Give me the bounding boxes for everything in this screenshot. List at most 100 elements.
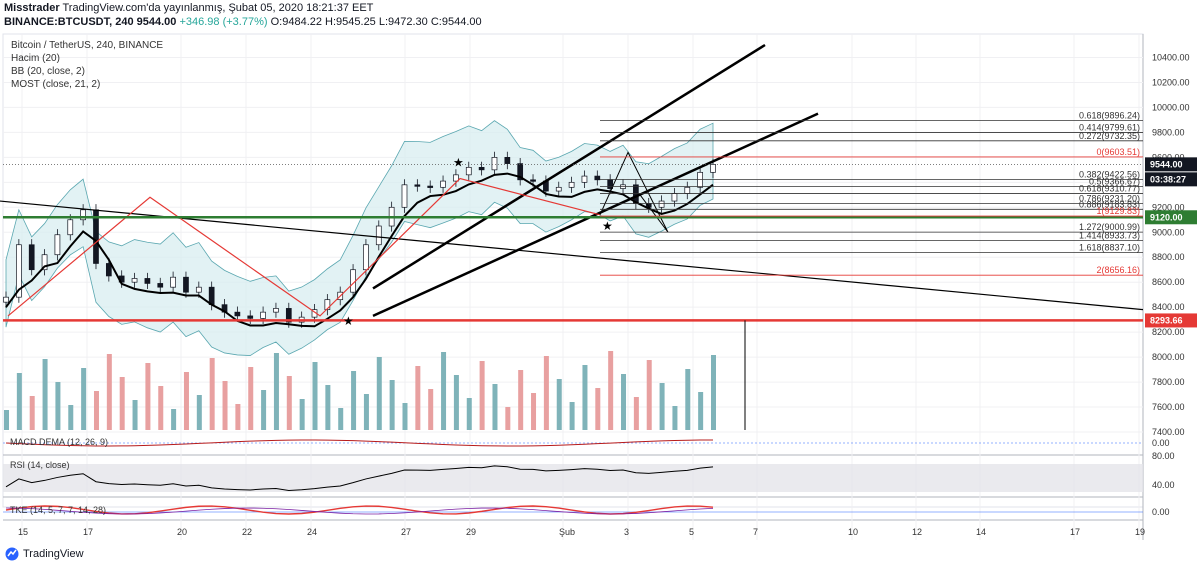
- price-marker-label: 8293.66: [1150, 315, 1183, 325]
- time-tick-label: 20: [177, 527, 187, 537]
- candle-body: [375, 225, 382, 246]
- price-tick-label: 10000.00: [1152, 102, 1190, 112]
- volume-bar: [171, 409, 177, 430]
- fib-level-label: 1.414(8933.73): [1079, 231, 1140, 241]
- candle-body: [195, 286, 202, 293]
- volume-bar: [428, 389, 434, 430]
- volume-bar: [376, 357, 382, 430]
- volume-bar: [466, 398, 472, 430]
- candle-body: [3, 296, 9, 303]
- price-tick-label: 9000.00: [1152, 227, 1185, 237]
- candle-body: [671, 193, 678, 202]
- tke-tick-label: 0.00: [1152, 507, 1170, 517]
- publish-info: TradingView.com'da yayınlanmış, Şubat 05…: [62, 2, 374, 14]
- ohlc-values: O:9484.22 H:9545.25 L:9472.30 C:9544.00: [270, 16, 482, 28]
- fib-level-label: 1.618(8837.10): [1079, 243, 1140, 253]
- candle-body: [67, 219, 74, 236]
- price-marker-bg: [1145, 210, 1197, 225]
- time-tick-label: 24: [307, 527, 317, 537]
- candle-body: [504, 157, 511, 164]
- macd-line: [5, 439, 714, 447]
- candle-body: [491, 157, 498, 171]
- volume-bar: [621, 374, 627, 430]
- time-tick-label: 17: [83, 527, 93, 537]
- time-tick-label: 19: [1135, 527, 1145, 537]
- time-tick-label: Şub: [559, 527, 575, 537]
- volume-bar: [595, 388, 601, 430]
- volume-bar: [93, 391, 99, 430]
- candle-body: [260, 311, 266, 319]
- volume-bar: [672, 406, 678, 430]
- candle-body: [568, 181, 575, 188]
- price-marker-bg: [1145, 313, 1197, 328]
- candle-body: [183, 276, 189, 293]
- tradingview-logo[interactable]: TradingView: [5, 547, 84, 561]
- legend-most: MOST (close, 21, 2): [11, 79, 101, 90]
- price-tick-label: 9800.00: [1152, 127, 1185, 137]
- volume-bar: [569, 402, 575, 430]
- macd-label: MACD DEMA (12, 26, 9): [10, 437, 109, 447]
- volume-bar: [492, 384, 498, 430]
- volume-bar: [132, 400, 138, 430]
- volume-bar: [325, 385, 331, 430]
- volume-bar: [479, 361, 485, 430]
- price-tick-label: 8200.00: [1152, 327, 1185, 337]
- volume-bar: [543, 356, 549, 430]
- candle-body: [453, 174, 459, 182]
- fib-level-label: 1(9129.83): [1096, 206, 1140, 216]
- rsi-tick-label: 40.00: [1152, 480, 1175, 490]
- volume-bar: [698, 392, 704, 430]
- fib-level-label: 2(8656.16): [1096, 265, 1140, 275]
- volume-bar: [183, 372, 189, 430]
- candle-body: [710, 163, 716, 173]
- candle-body: [363, 244, 369, 271]
- volume-bar: [518, 370, 524, 430]
- volume-bar: [196, 395, 202, 430]
- candle-body: [581, 175, 588, 183]
- price-tick-label: 7400.00: [1152, 427, 1185, 437]
- volume-bar: [4, 410, 9, 430]
- time-tick-label: 3: [624, 527, 629, 537]
- fib-level-label: 0.382(9422.56): [1079, 170, 1140, 180]
- time-tick-label: 5: [689, 527, 694, 537]
- candle-body: [440, 180, 446, 188]
- volume-bar: [106, 354, 112, 430]
- price-marker-label: 9120.00: [1150, 212, 1183, 222]
- price-marker-label: 9544.00: [1150, 159, 1183, 169]
- fib-level-label: 0.5(9366.67): [1089, 176, 1140, 186]
- time-tick-label: 27: [401, 527, 411, 537]
- candle-body: [414, 184, 421, 187]
- price-change: +346.98 (+3.77%): [179, 16, 268, 28]
- volume-bar: [55, 382, 61, 430]
- time-tick-label: 12: [912, 527, 922, 537]
- candle-body: [131, 278, 138, 283]
- volume-bar: [363, 394, 369, 430]
- price-marker-bg: [1145, 157, 1197, 172]
- fib-level-label: 1.272(9000.99): [1079, 222, 1140, 232]
- price-tick-label: 8000.00: [1152, 352, 1185, 362]
- volume-bar: [646, 360, 652, 430]
- last-price: 9544.00: [136, 16, 177, 28]
- price-tick-label: 9200.00: [1152, 202, 1185, 212]
- candle-body: [478, 166, 485, 171]
- publisher-name: Misstrader: [4, 2, 60, 14]
- price-marker-label: 03:38:27: [1150, 174, 1186, 184]
- fib-level-label: 0.414(9799.61): [1079, 122, 1140, 132]
- price-tick-label: 7600.00: [1152, 402, 1185, 412]
- red-zigzag-pattern: [7, 177, 601, 317]
- volume-bar: [338, 408, 344, 430]
- candle-body: [555, 186, 562, 192]
- legend-title: Bitcoin / TetherUS, 240, BINANCE: [11, 40, 164, 51]
- candle-body: [285, 308, 292, 323]
- volume-bar: [556, 379, 562, 430]
- candle-body: [517, 163, 524, 181]
- candle-body: [157, 283, 164, 288]
- volume-bar: [415, 366, 421, 430]
- volume-bar: [441, 352, 447, 430]
- volume-bar: [29, 396, 35, 430]
- star-marker: ★: [602, 219, 613, 233]
- channel-lower-line: [372, 112, 819, 318]
- fib-level-label: 0.618(9310.77): [1079, 183, 1140, 193]
- volume-bar: [685, 369, 691, 430]
